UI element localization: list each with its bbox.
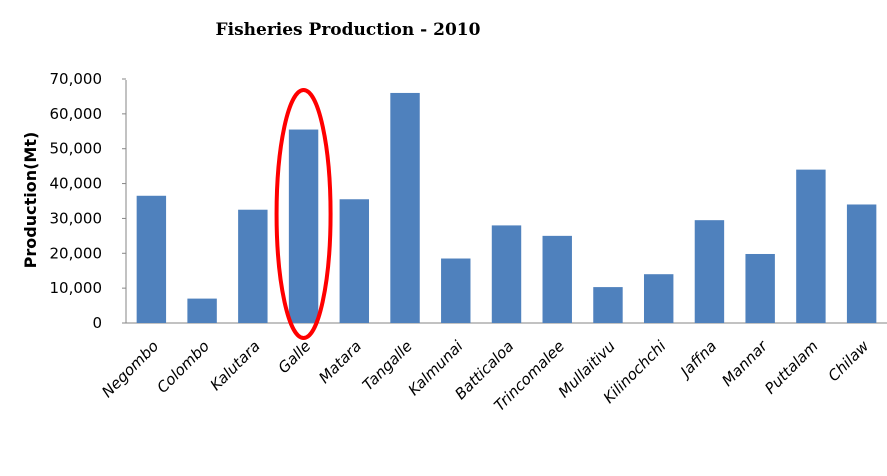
y-tick-label: 50,000 xyxy=(50,140,103,158)
x-tick-label-negombo: Negombo xyxy=(98,337,162,401)
x-tick-label-puttalam: Puttalam xyxy=(761,337,821,397)
bar-mannar xyxy=(745,253,775,323)
bar-galle xyxy=(288,129,319,323)
bar-trincomalee xyxy=(542,235,572,323)
bar-kalutara xyxy=(238,209,268,323)
y-tick-label: 30,000 xyxy=(50,209,103,227)
bar-matara xyxy=(339,199,370,323)
bar-mullaitivu xyxy=(593,287,623,323)
y-axis-ticks: 0 10,000 20,000 30,000 40,000 50,000 60,000 70,… xyxy=(50,70,126,332)
y-tick-label: 0 xyxy=(92,314,102,332)
y-tick-label: 70,000 xyxy=(50,70,103,88)
bar-tangalle xyxy=(390,92,420,323)
bar-kilinochchi xyxy=(643,274,674,323)
y-tick-label: 20,000 xyxy=(50,244,103,262)
x-tick-label-jaffna: Jaffna xyxy=(675,337,720,382)
chart-title: Fisheries Production - 2010 xyxy=(216,20,481,40)
bar-batticaloa xyxy=(491,225,522,323)
bar-kalmunai xyxy=(441,258,471,323)
y-tick-label: 60,000 xyxy=(50,105,103,123)
bar-chilaw xyxy=(846,204,877,323)
highlight-ellipse xyxy=(274,88,333,340)
bar-jaffna xyxy=(694,220,725,323)
y-axis-label: Production(Mt) xyxy=(21,132,40,269)
x-tick-label-matara: Matara xyxy=(315,337,365,387)
x-tick-label-kalutara: Kalutara xyxy=(207,337,264,394)
y-tick-label: 10,000 xyxy=(50,279,103,297)
bar-series xyxy=(136,92,877,323)
bar-puttalam xyxy=(796,169,826,323)
x-tick-label-galle: Galle xyxy=(275,337,315,377)
y-tick-label: 40,000 xyxy=(50,175,103,193)
x-tick-label-chilaw: Chilaw xyxy=(825,337,873,385)
bar-negombo xyxy=(136,195,167,323)
x-tick-label-colombo: Colombo xyxy=(153,337,213,397)
bar-colombo xyxy=(187,298,217,323)
